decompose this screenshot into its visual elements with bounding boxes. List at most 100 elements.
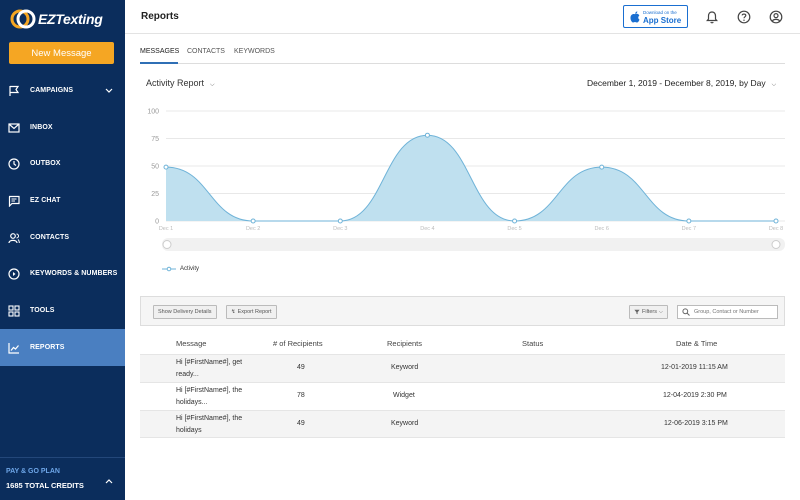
sidebar-item-label: TOOLS	[30, 307, 55, 314]
clock-icon	[8, 157, 20, 170]
column-header-status[interactable]: Status	[522, 339, 544, 348]
chat-icon	[8, 195, 20, 207]
search-box[interactable]	[677, 305, 778, 319]
data-point[interactable]	[773, 218, 779, 224]
message-cell: Hi [#FirstName#], the holidays	[176, 413, 266, 437]
column-header-recipients[interactable]: Recipients	[387, 339, 423, 348]
message-cell: Hi [#FirstName#], the holidays...	[176, 385, 266, 409]
sidebar-item-contacts[interactable]: CONTACTS	[0, 219, 125, 256]
column-header-message[interactable]: Message	[176, 339, 207, 348]
bell-icon[interactable]	[705, 10, 719, 24]
recipient-count-cell: 49	[297, 420, 305, 427]
data-point[interactable]	[599, 164, 605, 170]
logo-text: EZTexting	[38, 11, 103, 27]
x-tick-label: Dec 8	[769, 226, 783, 232]
date-range-select[interactable]: December 1, 2019 - December 8, 2019, by …	[587, 78, 776, 89]
sidebar-item-label: CAMPAIGNS	[30, 87, 74, 94]
inbox-icon	[8, 122, 20, 133]
table-row[interactable]: Hi [#FirstName#], the holidays... 78 Wid…	[140, 382, 785, 410]
new-message-button[interactable]: New Message	[9, 42, 114, 64]
chart-line-icon	[8, 342, 19, 354]
message-text: Hi [#FirstName#], the	[176, 387, 243, 394]
datetime-cell: 12-01-2019 11:15 AM	[661, 364, 728, 371]
sidebar-item-label: REPORTS	[30, 344, 65, 351]
chart-legend[interactable]: Activity	[162, 266, 199, 272]
sidebar-item-label: CONTACTS	[30, 234, 70, 241]
recipient-count-cell: 78	[297, 392, 305, 399]
message-text: holidays...	[176, 399, 208, 406]
y-tick-label: 75	[151, 136, 159, 143]
report-tabs: MESSAGES CONTACTS KEYWORDS	[140, 44, 785, 64]
show-delivery-details-button[interactable]: Show Delivery Details	[153, 305, 217, 319]
y-tick-label: 50	[151, 164, 159, 171]
range-slider-handle-right[interactable]	[771, 240, 781, 249]
app-store-small-text: Download on the	[643, 10, 677, 15]
chevron-down-icon: ⌵	[658, 309, 663, 315]
data-point[interactable]	[337, 218, 343, 224]
active-tab-indicator	[140, 62, 178, 64]
plan-panel[interactable]: PAY & GO PLAN 1685 TOTAL CREDITS	[0, 457, 125, 500]
tab-keywords[interactable]: KEYWORDS	[234, 48, 275, 55]
tab-messages[interactable]: MESSAGES	[140, 48, 180, 55]
sidebar-item-reports[interactable]: REPORTS	[0, 329, 125, 366]
table-row[interactable]: Hi [#FirstName#], get ready... 49 Keywor…	[140, 354, 785, 382]
x-tick-label: Dec 7	[682, 226, 696, 232]
datetime-cell: 12-04-2019 2:30 PM	[663, 392, 727, 399]
activity-chart: 0 25 50 75 100 Dec 1 Dec 2 Dec 3 Dec 4 Dec 5 Dec …	[147, 109, 785, 251]
search-icon	[682, 308, 690, 316]
user-icon[interactable]	[769, 10, 783, 24]
page-title: Reports	[141, 11, 179, 22]
date-range-value: December 1, 2019 - December 8, 2019, by …	[587, 78, 766, 88]
keywords-icon	[8, 267, 20, 280]
plan-credits: 1685 TOTAL CREDITS	[6, 481, 84, 490]
recipients-cell: Keyword	[391, 420, 419, 427]
y-tick-label: 0	[155, 219, 159, 226]
top-header: Reports Download on the App Store	[125, 0, 800, 34]
report-type-value: Activity Report	[146, 78, 205, 88]
sidebar-item-label: KEYWORDS & NUMBERS	[30, 270, 118, 277]
logo[interactable]: EZTexting	[10, 6, 103, 32]
app-store-badge[interactable]: Download on the App Store	[623, 5, 688, 28]
help-icon[interactable]	[737, 10, 751, 24]
table-row[interactable]: Hi [#FirstName#], the holidays 49 Keywor…	[140, 410, 785, 438]
export-report-button[interactable]: ↯ Export Report	[226, 305, 277, 319]
range-slider-handle-left[interactable]	[162, 240, 172, 249]
sidebar-item-label: OUTBOX	[30, 160, 61, 167]
range-slider-track[interactable]	[162, 238, 785, 251]
filters-button[interactable]: Filters ⌵	[629, 305, 668, 319]
sidebar-item-keywords-numbers[interactable]: KEYWORDS & NUMBERS	[0, 255, 125, 292]
data-point[interactable]	[512, 218, 518, 224]
message-text: holidays	[176, 427, 202, 434]
message-text: Hi [#FirstName#], get	[176, 359, 243, 366]
activity-area	[166, 135, 776, 221]
data-point[interactable]	[250, 218, 256, 224]
sidebar-item-inbox[interactable]: INBOX	[0, 109, 125, 146]
data-point[interactable]	[424, 132, 430, 138]
search-input[interactable]	[694, 309, 774, 315]
chevron-up-icon[interactable]	[105, 478, 113, 484]
tab-contacts[interactable]: CONTACTS	[187, 48, 225, 55]
data-point[interactable]	[163, 164, 169, 170]
grid-icon	[8, 304, 20, 317]
x-tick-label: Dec 1	[159, 226, 173, 232]
filter-icon	[634, 309, 640, 315]
datetime-cell: 12-06-2019 3:15 PM	[664, 420, 728, 427]
x-tick-label: Dec 4	[420, 226, 434, 232]
report-type-select[interactable]: Activity Report ⌵	[146, 78, 215, 89]
legend-label: Activity	[180, 266, 200, 272]
column-header-recipient-count[interactable]: # of Recipients	[273, 339, 323, 348]
sidebar-item-ez-chat[interactable]: EZ CHAT	[0, 182, 125, 219]
logo-icon	[10, 9, 36, 29]
y-tick-label: 100	[147, 109, 159, 116]
sidebar-item-outbox[interactable]: OUTBOX	[0, 145, 125, 182]
message-text: ready...	[176, 371, 199, 378]
recipients-cell: Keyword	[391, 364, 419, 371]
column-header-date-time[interactable]: Date & Time	[676, 339, 718, 348]
legend-swatch	[162, 266, 176, 272]
table-toolbar: Show Delivery Details ↯ Export Report Fi…	[140, 296, 785, 326]
data-point[interactable]	[686, 218, 692, 224]
app-store-big-text: App Store	[643, 16, 682, 25]
x-tick-label: Dec 2	[246, 226, 260, 232]
sidebar-item-tools[interactable]: TOOLS	[0, 292, 125, 329]
sidebar-item-campaigns[interactable]: CAMPAIGNS	[0, 72, 125, 109]
